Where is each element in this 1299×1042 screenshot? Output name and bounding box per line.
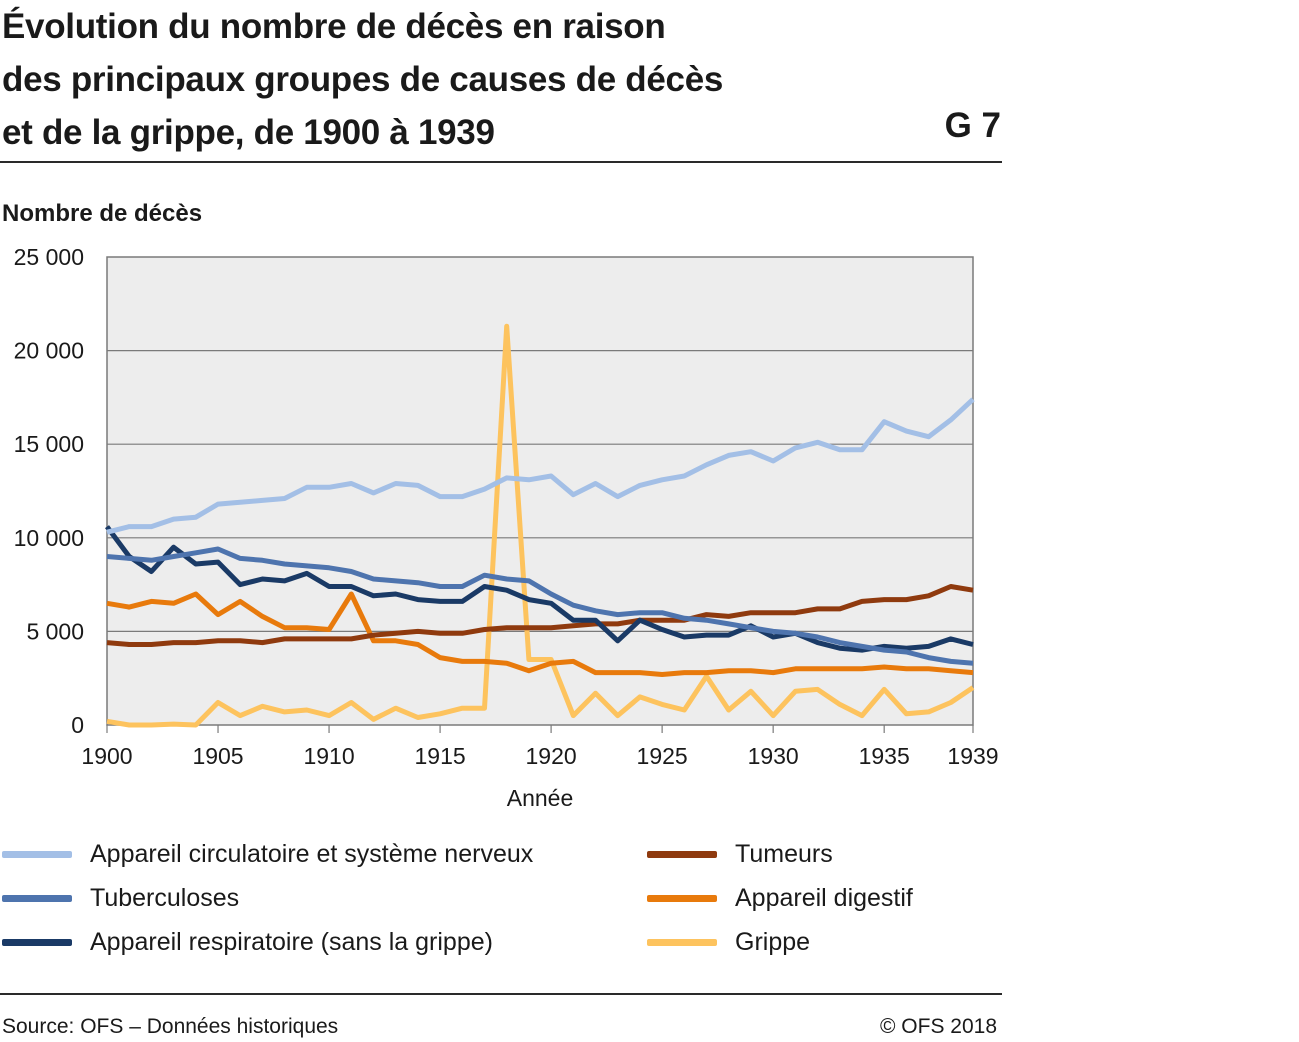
legend-item-5: Grippe <box>647 922 810 962</box>
legend-label: Appareil respiratoire (sans la grippe) <box>90 927 493 956</box>
y-tick-label: 25 000 <box>14 244 84 270</box>
legend-item-2: Appareil respiratoire (sans la grippe) <box>2 922 493 962</box>
x-tick-label: 1910 <box>303 743 354 769</box>
x-tick-label: 1900 <box>81 743 132 769</box>
series-line-0 <box>106 397 975 535</box>
x-tick-label: 1935 <box>859 743 910 769</box>
x-tick-label: 1905 <box>192 743 243 769</box>
x-tick-label: 1925 <box>637 743 688 769</box>
source-note: Source: OFS – Données historiques <box>2 1015 339 1038</box>
legend-item-4: Appareil digestif <box>647 878 913 918</box>
series-line-2 <box>104 525 974 653</box>
title-line-3: et de la grippe, de 1900 à 1939 <box>2 113 495 152</box>
legend-swatch <box>647 850 717 858</box>
legend-label: Grippe <box>735 927 811 956</box>
bottom-divider <box>0 993 1002 995</box>
y-tick-label: 0 <box>71 712 84 738</box>
series-line-1 <box>106 546 974 666</box>
plot-background <box>106 256 974 726</box>
title-line-2: des principaux groupes de causes de décè… <box>2 60 724 99</box>
legend-item-0: Appareil circulatoire et système nerveux <box>2 834 533 874</box>
y-tick-label: 15 000 <box>14 431 84 457</box>
x-tick-label: 1920 <box>526 743 577 769</box>
series-line-5 <box>106 323 975 728</box>
y-tick-label: 20 000 <box>14 338 84 364</box>
x-tick-label: 1915 <box>414 743 465 769</box>
legend-label: Appareil digestif <box>735 883 913 912</box>
legend-label: Tuberculoses <box>90 883 240 912</box>
x-tick-label: 1930 <box>748 743 799 769</box>
legend-swatch <box>647 938 717 946</box>
chart-title: Évolution du nombre de décès en raison d… <box>2 0 802 159</box>
series-line-4 <box>106 591 974 677</box>
top-divider <box>0 161 1002 163</box>
legend-item-1: Tuberculoses <box>2 878 239 918</box>
legend-swatch <box>647 894 717 902</box>
series-layer <box>104 323 975 728</box>
x-axis-label: Année <box>507 785 574 811</box>
x-tick-label: 1939 <box>947 743 998 769</box>
y-tick-label: 5 000 <box>26 618 84 644</box>
grid-layer <box>107 350 973 633</box>
title-line-1: Évolution du nombre de décès en raison <box>2 7 666 46</box>
series-line-3 <box>106 584 974 647</box>
y-tick-label: 10 000 <box>14 525 84 551</box>
copyright-note: © OFS 2018 <box>879 1015 997 1038</box>
legend-swatch <box>2 850 72 858</box>
legend-swatch <box>2 894 72 902</box>
legend-label: Appareil circulatoire et système nerveux <box>90 839 534 868</box>
legend-label: Tumeurs <box>735 839 833 868</box>
chart-id: G 7 <box>944 106 1001 145</box>
axis-layer: 0 5 000 10 000 15 000 20 000 25 000 1900 1905 19… <box>14 244 999 769</box>
legend-swatch <box>2 938 72 946</box>
legend-item-3: Tumeurs <box>647 834 833 874</box>
y-axis-label: Nombre de décès <box>2 200 203 227</box>
